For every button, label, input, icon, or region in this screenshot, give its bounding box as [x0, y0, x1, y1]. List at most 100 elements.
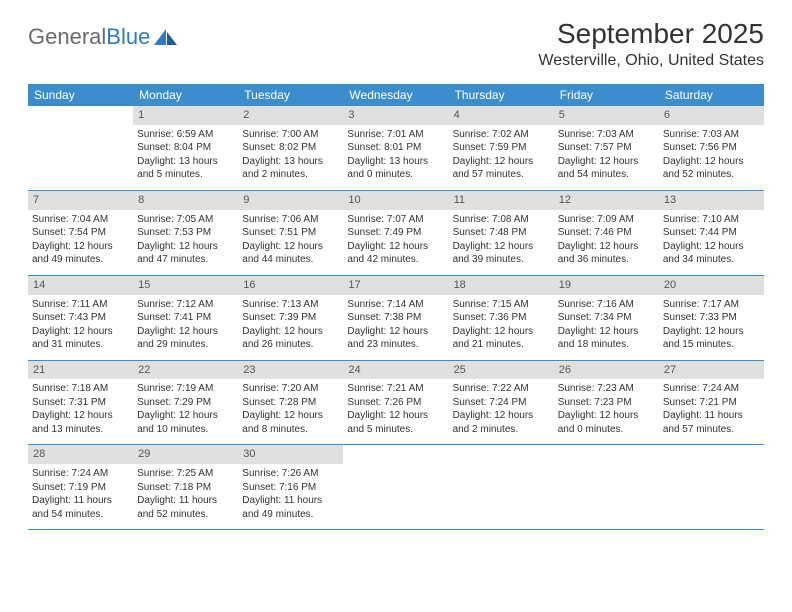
sunrise-text: Sunrise: 7:22 AM — [453, 382, 550, 396]
sunrise-text: Sunrise: 7:08 AM — [453, 213, 550, 227]
daylight-text: Daylight: 12 hours and 52 minutes. — [663, 155, 760, 182]
sunrise-text: Sunrise: 7:25 AM — [137, 467, 234, 481]
daylight-text: Daylight: 12 hours and 5 minutes. — [347, 409, 444, 436]
day-cell: 25Sunrise: 7:22 AMSunset: 7:24 PMDayligh… — [449, 361, 554, 445]
sunset-text: Sunset: 7:23 PM — [558, 396, 655, 410]
day-cell: 3Sunrise: 7:01 AMSunset: 8:01 PMDaylight… — [343, 106, 448, 190]
daylight-text: Daylight: 11 hours and 49 minutes. — [242, 494, 339, 521]
sunrise-text: Sunrise: 7:01 AM — [347, 128, 444, 142]
day-cell: 15Sunrise: 7:12 AMSunset: 7:41 PMDayligh… — [133, 276, 238, 360]
day-number: 23 — [238, 361, 343, 380]
day-number: 30 — [238, 445, 343, 464]
day-cell: 4Sunrise: 7:02 AMSunset: 7:59 PMDaylight… — [449, 106, 554, 190]
day-cell: 1Sunrise: 6:59 AMSunset: 8:04 PMDaylight… — [133, 106, 238, 190]
day-header-row: Sunday Monday Tuesday Wednesday Thursday… — [28, 84, 764, 106]
sunrise-text: Sunrise: 7:16 AM — [558, 298, 655, 312]
day-cell: 30Sunrise: 7:26 AMSunset: 7:16 PMDayligh… — [238, 445, 343, 529]
day-number: 9 — [238, 191, 343, 210]
day-cell: 28Sunrise: 7:24 AMSunset: 7:19 PMDayligh… — [28, 445, 133, 529]
daylight-text: Daylight: 12 hours and 34 minutes. — [663, 240, 760, 267]
day-number: 21 — [28, 361, 133, 380]
daylight-text: Daylight: 12 hours and 39 minutes. — [453, 240, 550, 267]
dayhead-sat: Saturday — [659, 84, 764, 106]
day-cell: 20Sunrise: 7:17 AMSunset: 7:33 PMDayligh… — [659, 276, 764, 360]
day-cell — [554, 445, 659, 529]
sunrise-text: Sunrise: 7:07 AM — [347, 213, 444, 227]
day-cell: 9Sunrise: 7:06 AMSunset: 7:51 PMDaylight… — [238, 191, 343, 275]
day-cell: 11Sunrise: 7:08 AMSunset: 7:48 PMDayligh… — [449, 191, 554, 275]
day-number: 18 — [449, 276, 554, 295]
day-number: 13 — [659, 191, 764, 210]
day-number: 14 — [28, 276, 133, 295]
day-cell — [449, 445, 554, 529]
day-cell — [659, 445, 764, 529]
day-number: 5 — [554, 106, 659, 125]
dayhead-sun: Sunday — [28, 84, 133, 106]
logo-sail-icon — [153, 27, 179, 47]
sunrise-text: Sunrise: 7:20 AM — [242, 382, 339, 396]
sunset-text: Sunset: 7:21 PM — [663, 396, 760, 410]
sunset-text: Sunset: 7:51 PM — [242, 226, 339, 240]
sunrise-text: Sunrise: 7:24 AM — [32, 467, 129, 481]
day-number: 11 — [449, 191, 554, 210]
sunset-text: Sunset: 7:56 PM — [663, 141, 760, 155]
week-row: 21Sunrise: 7:18 AMSunset: 7:31 PMDayligh… — [28, 361, 764, 446]
day-cell: 10Sunrise: 7:07 AMSunset: 7:49 PMDayligh… — [343, 191, 448, 275]
daylight-text: Daylight: 13 hours and 5 minutes. — [137, 155, 234, 182]
sunrise-text: Sunrise: 7:23 AM — [558, 382, 655, 396]
daylight-text: Daylight: 12 hours and 57 minutes. — [453, 155, 550, 182]
day-cell: 2Sunrise: 7:00 AMSunset: 8:02 PMDaylight… — [238, 106, 343, 190]
sunset-text: Sunset: 7:26 PM — [347, 396, 444, 410]
logo-text-general: General — [28, 24, 106, 50]
sunrise-text: Sunrise: 7:21 AM — [347, 382, 444, 396]
sunset-text: Sunset: 7:18 PM — [137, 481, 234, 495]
location: Westerville, Ohio, United States — [538, 52, 764, 70]
sunset-text: Sunset: 7:19 PM — [32, 481, 129, 495]
daylight-text: Daylight: 12 hours and 44 minutes. — [242, 240, 339, 267]
day-cell: 6Sunrise: 7:03 AMSunset: 7:56 PMDaylight… — [659, 106, 764, 190]
daylight-text: Daylight: 12 hours and 0 minutes. — [558, 409, 655, 436]
sunrise-text: Sunrise: 7:17 AM — [663, 298, 760, 312]
sunset-text: Sunset: 7:54 PM — [32, 226, 129, 240]
daylight-text: Daylight: 11 hours and 54 minutes. — [32, 494, 129, 521]
day-number: 15 — [133, 276, 238, 295]
day-cell: 13Sunrise: 7:10 AMSunset: 7:44 PMDayligh… — [659, 191, 764, 275]
sunset-text: Sunset: 7:24 PM — [453, 396, 550, 410]
daylight-text: Daylight: 12 hours and 47 minutes. — [137, 240, 234, 267]
sunset-text: Sunset: 7:49 PM — [347, 226, 444, 240]
sunrise-text: Sunrise: 7:19 AM — [137, 382, 234, 396]
week-row: 28Sunrise: 7:24 AMSunset: 7:19 PMDayligh… — [28, 445, 764, 530]
day-number: 27 — [659, 361, 764, 380]
calendar: Sunday Monday Tuesday Wednesday Thursday… — [28, 84, 764, 530]
logo-text-blue: Blue — [106, 24, 150, 50]
sunset-text: Sunset: 7:57 PM — [558, 141, 655, 155]
sunset-text: Sunset: 8:02 PM — [242, 141, 339, 155]
daylight-text: Daylight: 12 hours and 15 minutes. — [663, 325, 760, 352]
weeks-container: 1Sunrise: 6:59 AMSunset: 8:04 PMDaylight… — [28, 106, 764, 530]
day-number: 12 — [554, 191, 659, 210]
dayhead-tue: Tuesday — [238, 84, 343, 106]
day-number: 4 — [449, 106, 554, 125]
daylight-text: Daylight: 12 hours and 29 minutes. — [137, 325, 234, 352]
sunrise-text: Sunrise: 7:18 AM — [32, 382, 129, 396]
daylight-text: Daylight: 12 hours and 13 minutes. — [32, 409, 129, 436]
sunset-text: Sunset: 7:53 PM — [137, 226, 234, 240]
day-number: 7 — [28, 191, 133, 210]
dayhead-fri: Friday — [554, 84, 659, 106]
day-number: 2 — [238, 106, 343, 125]
day-number: 20 — [659, 276, 764, 295]
day-number: 10 — [343, 191, 448, 210]
dayhead-wed: Wednesday — [343, 84, 448, 106]
sunset-text: Sunset: 7:43 PM — [32, 311, 129, 325]
day-cell: 23Sunrise: 7:20 AMSunset: 7:28 PMDayligh… — [238, 361, 343, 445]
day-cell: 29Sunrise: 7:25 AMSunset: 7:18 PMDayligh… — [133, 445, 238, 529]
day-cell: 5Sunrise: 7:03 AMSunset: 7:57 PMDaylight… — [554, 106, 659, 190]
sunrise-text: Sunrise: 7:13 AM — [242, 298, 339, 312]
day-cell: 26Sunrise: 7:23 AMSunset: 7:23 PMDayligh… — [554, 361, 659, 445]
day-number: 29 — [133, 445, 238, 464]
daylight-text: Daylight: 12 hours and 10 minutes. — [137, 409, 234, 436]
sunset-text: Sunset: 7:29 PM — [137, 396, 234, 410]
sunrise-text: Sunrise: 7:03 AM — [558, 128, 655, 142]
title-block: September 2025 Westerville, Ohio, United… — [538, 18, 764, 70]
daylight-text: Daylight: 12 hours and 49 minutes. — [32, 240, 129, 267]
